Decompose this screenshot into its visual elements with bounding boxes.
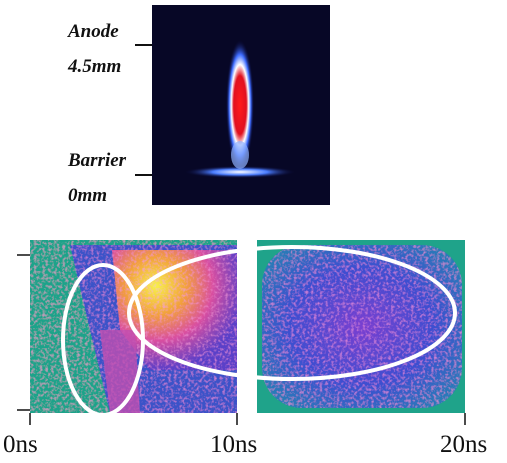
time-label: 0ns — [3, 431, 38, 458]
barrier-label: Barrier — [67, 150, 127, 171]
page: Anode 4.5mm Barrier 0mm 0ns 10ns 20ns ((… — [0, 0, 507, 463]
panel-gap — [237, 235, 257, 420]
channel-foot — [231, 141, 249, 169]
time-label: 20ns — [440, 431, 487, 458]
panel-10-20ns — [257, 240, 465, 413]
figure: Anode 4.5mm Barrier 0mm 0ns 10ns 20ns — [0, 0, 507, 463]
barrier-position: 0mm — [68, 185, 107, 206]
anode-position: 4.5mm — [67, 56, 121, 77]
time-label: 10ns — [210, 431, 257, 458]
anode-label: Anode — [67, 21, 119, 42]
